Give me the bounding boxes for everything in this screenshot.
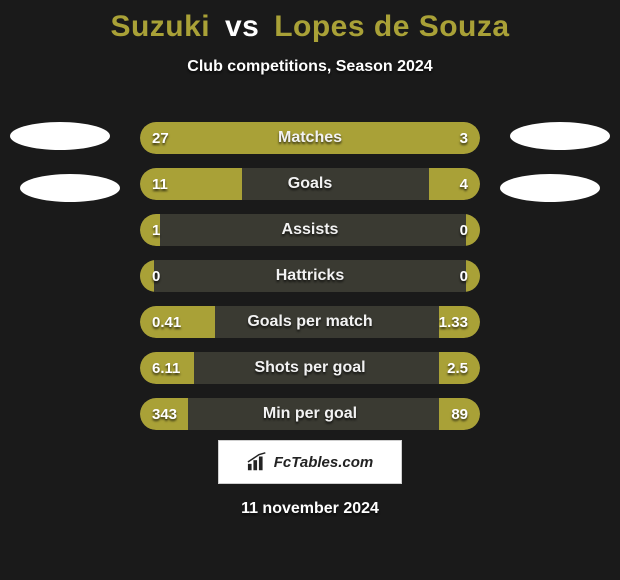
stat-label: Shots per goal xyxy=(140,352,480,384)
stat-value-right: 89 xyxy=(451,398,468,430)
stat-row: Hattricks0 0 xyxy=(140,260,480,292)
stat-value-right: 3 xyxy=(460,122,468,154)
stat-row: Goals per match0.41 1.33 xyxy=(140,306,480,338)
player1-name: Suzuki xyxy=(110,10,210,43)
stat-row: Shots per goal6.11 2.5 xyxy=(140,352,480,384)
stat-value-right: 0 xyxy=(460,260,468,292)
stat-value-left: 27 xyxy=(152,122,169,154)
stat-value-left: 6.11 xyxy=(152,352,180,384)
logo-text: FcTables.com xyxy=(274,454,373,471)
stat-value-left: 11 xyxy=(152,168,168,200)
subtitle: Club competitions, Season 2024 xyxy=(0,58,620,76)
comparison-infographic: Suzuki vs Lopes de Souza Club competitio… xyxy=(0,0,620,580)
decor-ellipse xyxy=(510,122,610,150)
stat-value-right: 2.5 xyxy=(447,352,468,384)
stat-row: Goals11 4 xyxy=(140,168,480,200)
date-text: 11 november 2024 xyxy=(0,500,620,518)
stat-value-right: 4 xyxy=(460,168,468,200)
decor-ellipse xyxy=(20,174,120,202)
decor-ellipse xyxy=(10,122,110,150)
stat-row: Matches27 3 xyxy=(140,122,480,154)
vs-text: vs xyxy=(225,10,259,43)
player2-name: Lopes de Souza xyxy=(274,10,509,43)
stat-label: Goals xyxy=(140,168,480,200)
decor-ellipse xyxy=(500,174,600,202)
comparison-bars: Matches273Goals114Assists10Hattricks00Go… xyxy=(140,122,480,444)
stat-row: Assists1 0 xyxy=(140,214,480,246)
fctables-logo: FcTables.com xyxy=(218,440,402,484)
page-title: Suzuki vs Lopes de Souza xyxy=(0,0,620,44)
chart-icon xyxy=(247,452,269,472)
stat-value-left: 343 xyxy=(152,398,177,430)
stat-value-left: 0.41 xyxy=(152,306,181,338)
stat-value-left: 0 xyxy=(152,260,160,292)
stat-value-right: 1.33 xyxy=(439,306,468,338)
stat-label: Goals per match xyxy=(140,306,480,338)
stat-label: Min per goal xyxy=(140,398,480,430)
stat-value-right: 0 xyxy=(460,214,468,246)
stat-label: Assists xyxy=(140,214,480,246)
stat-label: Hattricks xyxy=(140,260,480,292)
stat-value-left: 1 xyxy=(152,214,160,246)
stat-row: Min per goal343 89 xyxy=(140,398,480,430)
stat-label: Matches xyxy=(140,122,480,154)
